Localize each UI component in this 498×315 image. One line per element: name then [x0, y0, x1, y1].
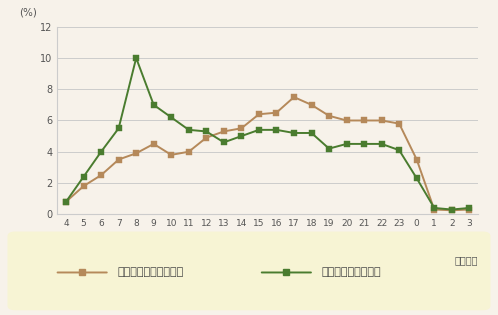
Text: (%): (%) — [19, 8, 37, 17]
Text: チョコレートドリンク: チョコレートドリンク — [117, 267, 183, 278]
Text: （時間）: （時間） — [455, 255, 478, 266]
FancyBboxPatch shape — [7, 232, 491, 310]
Text: コーヒー系ドリンク: コーヒー系ドリンク — [321, 267, 381, 278]
